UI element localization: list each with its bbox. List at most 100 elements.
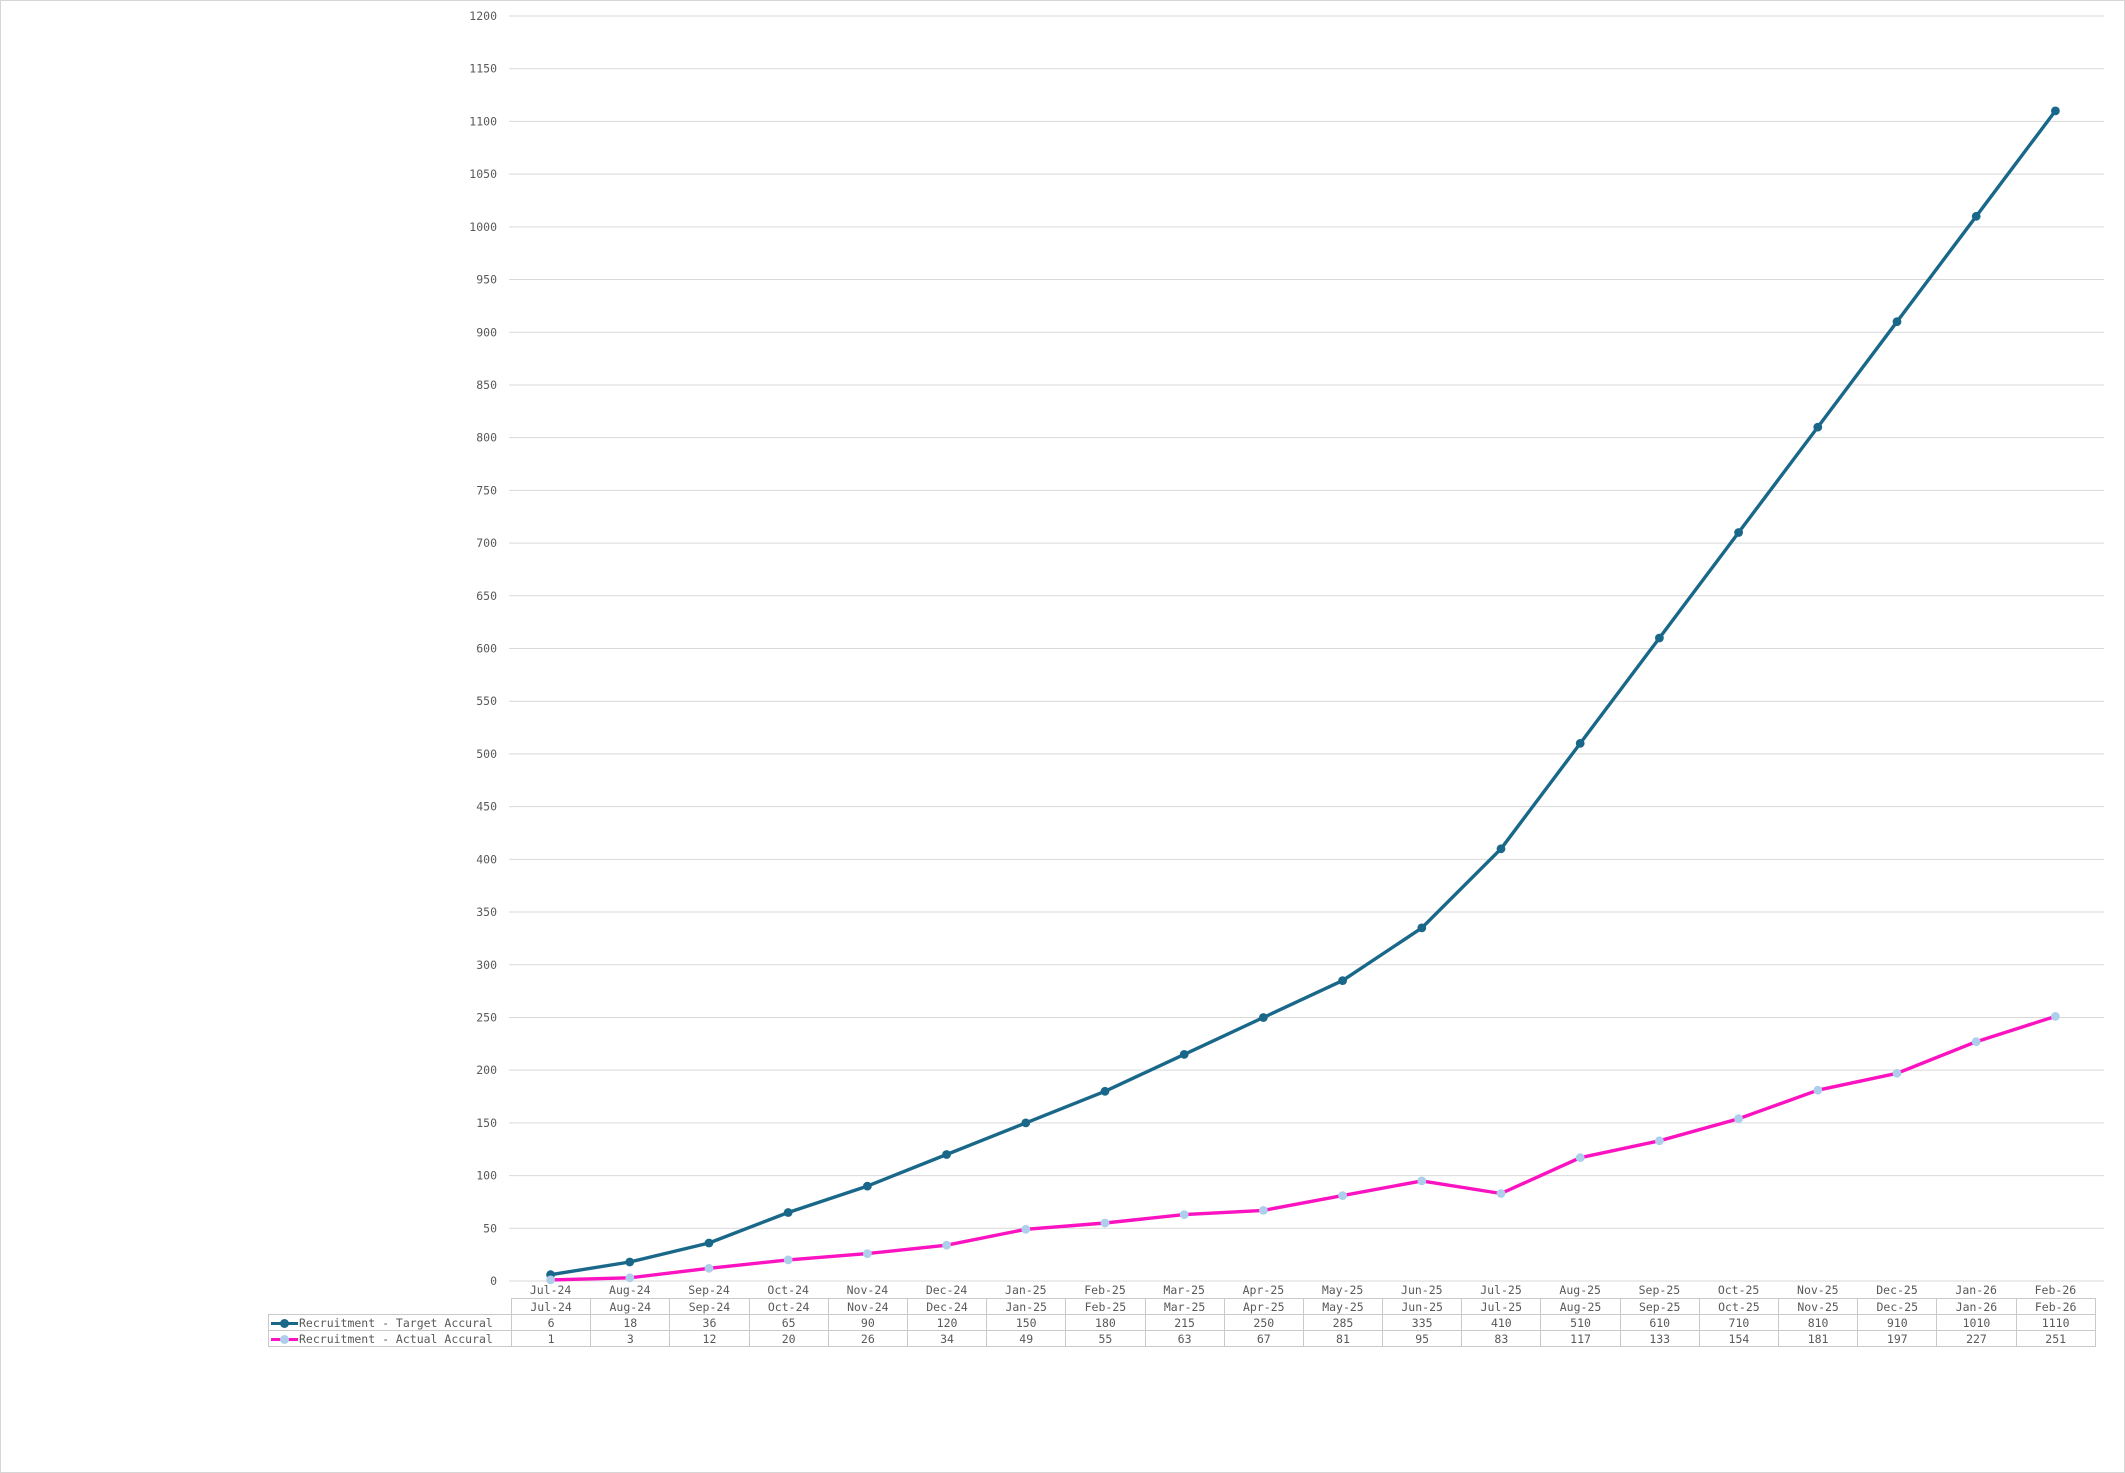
- table-value-cell: 710: [1698, 1314, 1780, 1331]
- data-point-marker: [1100, 1086, 1110, 1096]
- legend-row-label: Recruitment - Target Accural: [268, 1314, 512, 1331]
- data-point-marker: [546, 1275, 555, 1285]
- table-value-cell: 335: [1382, 1314, 1463, 1331]
- x-tick-label: Nov-24: [847, 1283, 889, 1297]
- data-point-marker: [704, 1263, 714, 1273]
- table-value-cell: 120: [906, 1314, 988, 1331]
- table-header-cell: Oct-25: [1698, 1298, 1780, 1315]
- legend-marker-icon: [280, 1318, 289, 1328]
- table-header-cell: Jan-25: [986, 1298, 1067, 1315]
- table-value-cell: 55: [1065, 1330, 1146, 1347]
- gridlines: [509, 15, 2104, 1282]
- table-header-cell: Feb-25: [1065, 1298, 1146, 1315]
- series-name-label: Recruitment - Target Accural: [299, 1315, 493, 1330]
- data-point-marker: [1417, 923, 1427, 933]
- y-tick-label: 250: [476, 1010, 497, 1024]
- table-header-cell: Aug-24: [590, 1298, 671, 1315]
- data-point-marker: [625, 1257, 635, 1267]
- table-header-cell: Sep-24: [669, 1298, 750, 1315]
- x-tick-label: Dec-25: [1876, 1283, 1918, 1297]
- table-header-cell: Jan-26: [1936, 1298, 2017, 1315]
- table-value-cell: 67: [1223, 1330, 1304, 1347]
- y-tick-label: 1200: [469, 9, 497, 23]
- data-point-marker: [1496, 1189, 1506, 1198]
- y-tick-label: 50: [483, 1221, 497, 1235]
- x-tick-label: Mar-25: [1163, 1283, 1205, 1297]
- table-value-cell: 90: [827, 1314, 908, 1331]
- series-line: [548, 1014, 2058, 1282]
- data-point-marker: [1179, 1210, 1189, 1219]
- table-value-cell: 26: [827, 1330, 908, 1347]
- y-tick-label: 500: [476, 747, 497, 761]
- data-point-marker: [1971, 1037, 1981, 1047]
- table-value-cell: 150: [986, 1314, 1067, 1331]
- table-value-cell: 12: [669, 1330, 750, 1347]
- legend-swatch-icon: [271, 1334, 298, 1344]
- y-tick-label: 350: [476, 905, 497, 919]
- table-value-cell: 20: [748, 1330, 829, 1347]
- table-header-cell: Nov-25: [1777, 1298, 1859, 1315]
- y-tick-label: 950: [476, 273, 497, 287]
- x-tick-label: Feb-25: [1084, 1283, 1126, 1297]
- data-point-marker: [1417, 1176, 1427, 1186]
- table-value-cell: 81: [1302, 1330, 1384, 1347]
- table-header-cell: Sep-25: [1619, 1298, 1700, 1315]
- table-header-cell: Dec-24: [906, 1298, 988, 1315]
- table-header-cell: Jul-24: [510, 1298, 592, 1315]
- table-value-cell: 83: [1461, 1330, 1542, 1347]
- legend-row-label: Recruitment - Actual Accural: [268, 1330, 512, 1347]
- x-tick-label: Sep-25: [1639, 1283, 1681, 1297]
- x-tick-label: Jan-25: [1005, 1283, 1047, 1297]
- table-value-cell: 227: [1936, 1330, 2017, 1347]
- table-row-target: Recruitment - Target Accural 6 18 36 65 90 120…: [268, 1314, 2096, 1331]
- y-tick-label: 100: [476, 1169, 497, 1183]
- y-axis-tick-labels: 0 50 100 150 200 250 300 350 400 450 500 550 600 650 7…: [469, 9, 497, 1288]
- chart-data-table: Jul-24 Aug-24 Sep-24 Oct-24 Nov-24 Dec-24 Jan-…: [268, 1298, 2096, 1347]
- data-point-marker: [863, 1181, 872, 1191]
- line-chart-canvas: 0 50 100 150 200 250 300 350 400 450 500 550 600 650 7…: [469, 9, 2104, 1297]
- table-header-cell: Aug-25: [1540, 1298, 1621, 1315]
- table-header-row: Jul-24 Aug-24 Sep-24 Oct-24 Nov-24 Dec-24 Jan-…: [269, 1298, 2096, 1315]
- data-point-marker: [1259, 1013, 1268, 1022]
- y-tick-label: 750: [476, 483, 497, 497]
- x-tick-label: Jul-24: [530, 1283, 572, 1297]
- y-tick-label: 800: [476, 431, 497, 445]
- table-value-cell: 1110: [2015, 1314, 2096, 1331]
- x-tick-label: Nov-25: [1797, 1283, 1839, 1297]
- data-point-marker: [942, 1150, 951, 1159]
- y-tick-label: 400: [476, 852, 497, 866]
- table-value-cell: 65: [748, 1314, 829, 1331]
- table-value-cell: 154: [1698, 1330, 1780, 1347]
- table-value-cell: 49: [986, 1330, 1067, 1347]
- data-point-marker: [1655, 633, 1664, 643]
- data-point-marker: [1496, 844, 1506, 854]
- data-point-marker: [1100, 1218, 1110, 1228]
- x-tick-label: Aug-24: [609, 1283, 651, 1297]
- series-name-label: Recruitment - Actual Accural: [299, 1331, 493, 1346]
- data-point-marker: [1813, 1085, 1823, 1095]
- table-header-cell: Nov-24: [827, 1298, 908, 1315]
- table-value-cell: 610: [1619, 1314, 1700, 1331]
- table-value-cell: 6: [510, 1314, 592, 1331]
- data-point-marker: [1259, 1206, 1268, 1215]
- data-point-marker: [1734, 1114, 1743, 1124]
- table-value-cell: 3: [590, 1330, 671, 1347]
- data-point-marker: [1575, 739, 1585, 748]
- x-tick-label: Oct-25: [1718, 1283, 1760, 1297]
- table-header-cell: Oct-24: [748, 1298, 829, 1315]
- table-value-cell: 285: [1302, 1314, 1384, 1331]
- x-tick-label: Jun-25: [1401, 1283, 1443, 1297]
- table-header-cell: May-25: [1302, 1298, 1384, 1315]
- table-header-cell: Mar-25: [1144, 1298, 1225, 1315]
- data-point-marker: [704, 1238, 714, 1248]
- table-value-cell: 250: [1223, 1314, 1304, 1331]
- y-tick-label: 450: [476, 800, 497, 814]
- data-point-marker: [625, 1273, 635, 1283]
- data-point-marker: [1971, 211, 1981, 221]
- data-point-marker: [2051, 1012, 2060, 1021]
- y-tick-label: 850: [476, 378, 497, 392]
- table-value-cell: 410: [1461, 1314, 1542, 1331]
- table-value-cell: 1: [510, 1330, 592, 1347]
- y-tick-label: 900: [476, 325, 497, 339]
